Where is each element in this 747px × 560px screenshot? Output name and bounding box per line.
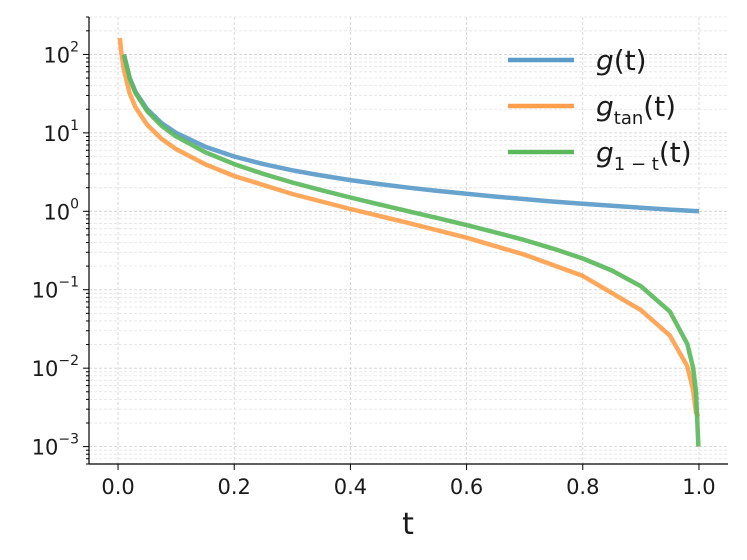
x-tick-label: 0.6 xyxy=(450,475,483,499)
legend-label: g(t) xyxy=(596,44,647,77)
series-line xyxy=(121,54,701,447)
x-tick-label: 0.4 xyxy=(334,475,367,499)
legend: g(t) gtan(t) g1 − t(t) xyxy=(508,44,692,175)
x-axis-label: t xyxy=(402,507,414,542)
y-tick-label: 101 xyxy=(43,118,79,146)
y-tick-label: 10−1 xyxy=(32,275,79,303)
grid xyxy=(89,16,728,465)
series-line xyxy=(117,37,701,418)
y-tick-label: 10−2 xyxy=(32,353,79,381)
y-ticks: 10−3 10−2 10−1 100 101 102 xyxy=(32,16,89,465)
x-tick-label: 0.0 xyxy=(101,475,134,499)
x-tick-label: 1.0 xyxy=(682,475,715,499)
x-tick-label: 0.8 xyxy=(566,475,599,499)
x-ticks: 0.0 0.2 0.4 0.6 0.8 1.0 xyxy=(101,464,716,499)
legend-label: g1 − t(t) xyxy=(596,136,692,175)
y-tick-label: 100 xyxy=(43,196,79,224)
y-tick-label: 10−3 xyxy=(32,432,79,460)
y-tick-label: 102 xyxy=(43,39,79,67)
legend-label: gtan(t) xyxy=(596,90,676,129)
axes xyxy=(88,17,728,465)
x-tick-label: 0.2 xyxy=(218,475,251,499)
series-layer xyxy=(117,37,701,447)
